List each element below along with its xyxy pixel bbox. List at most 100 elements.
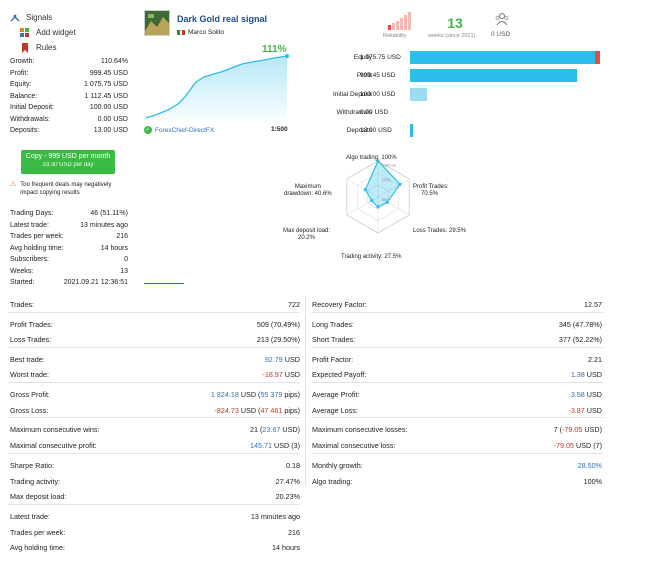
nav-add-widget[interactable]: Add widget	[10, 25, 130, 40]
value-part: 92.79	[264, 355, 283, 364]
nav-add-widget-label: Add widget	[36, 28, 76, 37]
radar-ring-label: 50%	[382, 177, 391, 182]
table-row-label: Long Trades:	[312, 320, 354, 329]
value-part: 145.71	[250, 441, 273, 450]
table-row-value: 12.57	[584, 300, 602, 309]
value-part: 2.21	[588, 355, 602, 364]
weeks-label: weeks (since 2021)	[428, 33, 476, 39]
table-row-value: 345 (47.78%)	[559, 320, 602, 329]
table-row: Maximal consecutive profit: 145.71 USD (3…	[10, 441, 300, 450]
table-row: Loss Trades: 213 (29.50%)	[10, 335, 300, 344]
flag-icon	[177, 30, 186, 35]
account-stat-value: 13.00 USD	[93, 127, 128, 134]
bar-label: Equity	[353, 54, 372, 61]
bar-value: 100.00 USD	[360, 91, 396, 98]
bar-label: Withdrawals	[336, 109, 372, 116]
value-part: USD	[584, 406, 602, 415]
value-part: 28.50%	[577, 461, 602, 470]
value-part: USD	[282, 355, 300, 364]
trading-stat-value: 216	[116, 233, 128, 240]
table-row-value: 14 hours	[272, 543, 300, 552]
table-row-value: -79.05 USD (7)	[554, 441, 602, 450]
table-row: Profit Factor: 2.21	[312, 355, 602, 364]
trading-stat-value: 13 minutes ago	[80, 221, 128, 229]
account-stat-label: Balance:	[10, 92, 38, 100]
table-row-value: 213 (29.50%)	[257, 335, 300, 344]
table-row: Average Loss: -3.87 USD	[312, 406, 602, 415]
value-part: -3.87	[568, 406, 585, 415]
trading-stat-row: Started: 2021.09.21 12:36:51	[10, 279, 128, 286]
table-row: Trades: 722	[10, 300, 300, 309]
value-part: 0.18	[286, 461, 300, 470]
table-row: Gross Loss: -824.73 USD (47 461 pips)	[10, 406, 300, 415]
table-row: Average Profit: 3.58 USD	[312, 390, 602, 399]
signal-avatar[interactable]	[144, 10, 170, 36]
broker-name: ForexChief-DirectFX	[155, 126, 215, 134]
table-row-label: Short Trades:	[312, 335, 356, 344]
table-row-value: 28.50%	[578, 461, 602, 470]
value-part: 213 (29.50%)	[256, 335, 300, 344]
trading-stat-value: 14 hours	[100, 244, 128, 252]
trading-stat-row: Avg holding time: 14 hours	[10, 245, 128, 252]
table-row-label: Profit Trades:	[10, 320, 53, 329]
radar-point	[370, 199, 374, 203]
value-part: 14 hours	[272, 543, 300, 552]
account-stat-row: Equity: 1 075.75 USD	[10, 81, 128, 88]
value-part: 345 (47.78%)	[558, 320, 602, 329]
trading-stat-label: Trading Days:	[10, 210, 54, 217]
nav-signals-label: Signals	[26, 13, 53, 22]
signal-author[interactable]: Marco Solito	[177, 29, 224, 36]
table-row-value: 722	[288, 300, 300, 309]
value-part: USD)	[280, 425, 300, 434]
radar-point	[363, 188, 367, 192]
copy-button[interactable]: Copy - 999 USD per month 33.30 USD per d…	[21, 150, 115, 174]
leverage: 1:500	[271, 126, 288, 133]
value-part: -18.97	[262, 370, 283, 379]
table-row: Gross Profit: 1 824.18 USD (55 379 pips)	[10, 390, 300, 399]
table-divider	[311, 417, 603, 418]
radar-point	[398, 182, 402, 186]
value-part: -79.05	[553, 441, 575, 450]
account-stat-label: Initial Deposit:	[10, 104, 54, 111]
table-row-label: Loss Trades:	[10, 335, 52, 344]
value-part: -824.73	[214, 406, 239, 415]
radar-ring-label: 0%	[382, 197, 389, 202]
value-part: 55 379	[260, 390, 283, 399]
bar-value: 13.00 USD	[360, 127, 392, 134]
table-row-value: 509 (70.49%)	[257, 320, 300, 329]
table-row: Best trade: 92.79 USD	[10, 355, 300, 364]
radar-label-drawdown: Maximum drawdown: 40.6%	[284, 184, 332, 198]
value-part: USD (	[238, 406, 261, 415]
nav-signals[interactable]: Signals	[10, 10, 130, 25]
value-part: -79.05	[562, 425, 583, 434]
value-part: 20.23%	[275, 492, 300, 501]
table-row-label: Maximum consecutive losses:	[312, 425, 408, 434]
table-row: Maximum consecutive wins: 21 (23.67 USD)	[10, 425, 300, 434]
value-part: 509 (70.49%)	[256, 320, 300, 329]
value-part: 12.57	[584, 300, 602, 309]
trading-stat-value: 46 (51.11%)	[90, 210, 128, 217]
signal-title[interactable]: Dark Gold real signal	[177, 14, 268, 24]
bar-fill	[410, 69, 578, 82]
sidebar-nav: Signals Add widget Rules	[10, 10, 130, 55]
table-row-value: 27.47%	[276, 477, 300, 486]
value-part: USD	[584, 390, 602, 399]
broker-link[interactable]: ✓ ForexChief-DirectFX	[144, 126, 214, 134]
account-stat-value: 110.64%	[100, 58, 128, 65]
value-part: 722	[288, 300, 300, 309]
trading-stat-label: Subscribers:	[10, 256, 49, 263]
bar-value: 1 075.75 USD	[360, 54, 401, 61]
radar-point	[376, 159, 380, 163]
nav-rules[interactable]: Rules	[10, 40, 130, 55]
value-part: 100%	[583, 477, 602, 486]
table-row-label: Algo trading:	[312, 477, 353, 486]
copy-button-price: Copy - 999 USD per month	[25, 153, 111, 160]
account-stat-label: Profit:	[10, 69, 29, 77]
table-divider	[8, 453, 300, 454]
table-row: Trading activity: 27.47%	[10, 477, 300, 486]
value-part: USD)	[582, 425, 602, 434]
bar-label: Profit	[356, 72, 372, 79]
copy-warning-text: Too frequent deals may negatively impact…	[20, 182, 112, 196]
table-column-divider	[305, 296, 306, 486]
growth-chart[interactable]	[144, 52, 292, 122]
